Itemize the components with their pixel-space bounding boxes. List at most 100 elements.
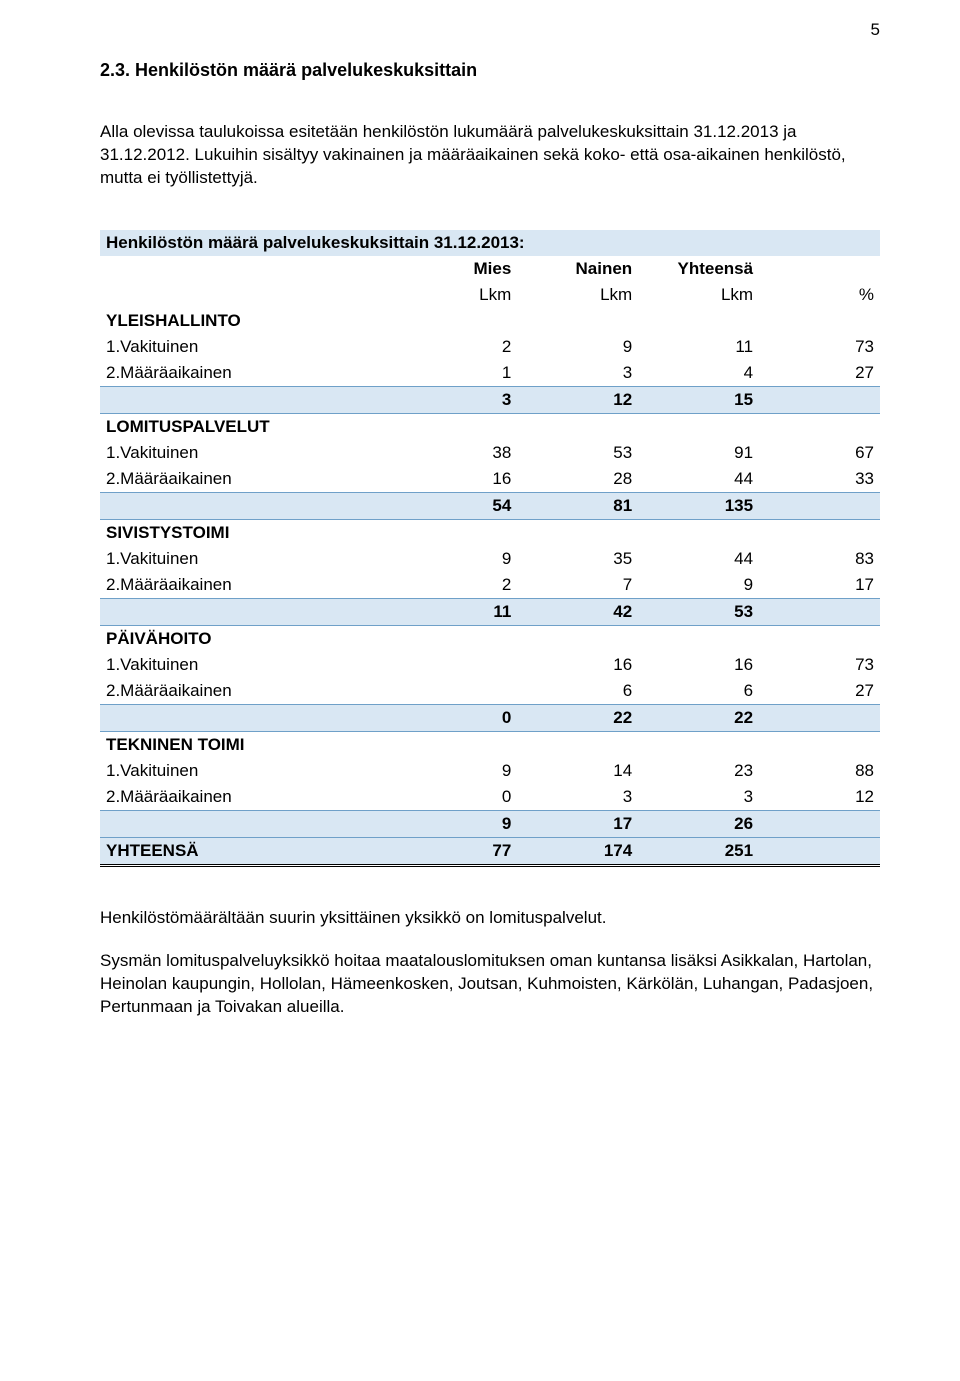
footer-paragraph-2: Sysmän lomituspalveluyksikkö hoitaa maat… [100, 950, 880, 1019]
cell: 12 [517, 386, 638, 413]
cell: 22 [517, 704, 638, 731]
intro-paragraph: Alla olevissa taulukoissa esitetään henk… [100, 121, 880, 190]
cell: 53 [638, 598, 759, 625]
table-row: 2.Määräaikainen 2 7 9 17 [100, 572, 880, 599]
col-subheader-lkm1: Lkm [396, 282, 517, 308]
section-name: LOMITUSPALVELUT [100, 413, 396, 440]
page-number: 5 [871, 20, 880, 40]
section-header-row: LOMITUSPALVELUT [100, 413, 880, 440]
cell: 16 [396, 466, 517, 493]
cell: 9 [638, 572, 759, 599]
cell: 14 [517, 758, 638, 784]
section-header-row: TEKNINEN TOIMI [100, 731, 880, 758]
section-name: TEKNINEN TOIMI [100, 731, 396, 758]
cell [396, 652, 517, 678]
cell: 17 [759, 572, 880, 599]
cell: 135 [638, 492, 759, 519]
row-label: 1.Vakituinen [100, 334, 396, 360]
table-row: 1.Vakituinen 38 53 91 67 [100, 440, 880, 466]
cell: 27 [759, 678, 880, 705]
cell: 7 [517, 572, 638, 599]
subtotal-row: 11 42 53 [100, 598, 880, 625]
cell: 12 [759, 784, 880, 811]
table-row: 1.Vakituinen 16 16 73 [100, 652, 880, 678]
cell: 6 [638, 678, 759, 705]
table-header-row-2: Lkm Lkm Lkm % [100, 282, 880, 308]
cell: 9 [517, 334, 638, 360]
cell: 91 [638, 440, 759, 466]
cell: 0 [396, 704, 517, 731]
row-label: 1.Vakituinen [100, 546, 396, 572]
cell: 174 [517, 837, 638, 865]
cell [396, 678, 517, 705]
cell [759, 492, 880, 519]
section-header-row: YLEISHALLINTO [100, 308, 880, 334]
cell [759, 810, 880, 837]
subtotal-row: 9 17 26 [100, 810, 880, 837]
cell: 9 [396, 810, 517, 837]
row-label: 2.Määräaikainen [100, 360, 396, 387]
table-title-row: Henkilöstön määrä palvelukeskuksittain 3… [100, 230, 880, 256]
page: 5 2.3. Henkilöstön määrä palvelukeskuksi… [0, 0, 960, 1099]
col-subheader-pct: % [759, 282, 880, 308]
table-row: 2.Määräaikainen 6 6 27 [100, 678, 880, 705]
row-label: 2.Määräaikainen [100, 466, 396, 493]
cell: 28 [517, 466, 638, 493]
cell: 2 [396, 572, 517, 599]
col-header-yhteensa: Yhteensä [638, 256, 759, 282]
table-title: Henkilöstön määrä palvelukeskuksittain 3… [100, 230, 880, 256]
cell [759, 386, 880, 413]
cell: 251 [638, 837, 759, 865]
cell: 81 [517, 492, 638, 519]
cell: 23 [638, 758, 759, 784]
cell: 1 [396, 360, 517, 387]
cell: 11 [638, 334, 759, 360]
cell: 44 [638, 546, 759, 572]
cell: 3 [517, 784, 638, 811]
row-label: 2.Määräaikainen [100, 572, 396, 599]
subtotal-row: 3 12 15 [100, 386, 880, 413]
table-row: 2.Määräaikainen 0 3 3 12 [100, 784, 880, 811]
cell: 3 [638, 784, 759, 811]
grand-total-row: YHTEENSÄ 77 174 251 [100, 837, 880, 865]
cell: 3 [517, 360, 638, 387]
cell: 22 [638, 704, 759, 731]
row-label: 2.Määräaikainen [100, 678, 396, 705]
col-header-nainen: Nainen [517, 256, 638, 282]
cell: 67 [759, 440, 880, 466]
col-header-mies: Mies [396, 256, 517, 282]
cell [759, 704, 880, 731]
section-name: YLEISHALLINTO [100, 308, 396, 334]
table-row: 2.Määräaikainen 1 3 4 27 [100, 360, 880, 387]
cell: 73 [759, 652, 880, 678]
grand-label: YHTEENSÄ [100, 837, 396, 865]
cell: 38 [396, 440, 517, 466]
cell: 77 [396, 837, 517, 865]
cell: 83 [759, 546, 880, 572]
cell: 2 [396, 334, 517, 360]
cell [759, 837, 880, 865]
row-label: 2.Määräaikainen [100, 784, 396, 811]
personnel-table: Henkilöstön määrä palvelukeskuksittain 3… [100, 230, 880, 867]
subtotal-row: 54 81 135 [100, 492, 880, 519]
cell: 27 [759, 360, 880, 387]
cell: 35 [517, 546, 638, 572]
cell: 54 [396, 492, 517, 519]
cell: 3 [396, 386, 517, 413]
table-row: 1.Vakituinen 2 9 11 73 [100, 334, 880, 360]
cell: 15 [638, 386, 759, 413]
table-row: 2.Määräaikainen 16 28 44 33 [100, 466, 880, 493]
col-subheader-lkm2: Lkm [517, 282, 638, 308]
table-row: 1.Vakituinen 9 35 44 83 [100, 546, 880, 572]
cell: 44 [638, 466, 759, 493]
cell: 11 [396, 598, 517, 625]
cell: 73 [759, 334, 880, 360]
cell: 6 [517, 678, 638, 705]
footer-paragraph-1: Henkilöstömäärältään suurin yksittäinen … [100, 907, 880, 930]
cell: 53 [517, 440, 638, 466]
section-heading: 2.3. Henkilöstön määrä palvelukeskuksitt… [100, 60, 880, 81]
section-header-row: SIVISTYSTOIMI [100, 519, 880, 546]
cell: 9 [396, 546, 517, 572]
cell: 9 [396, 758, 517, 784]
cell: 0 [396, 784, 517, 811]
